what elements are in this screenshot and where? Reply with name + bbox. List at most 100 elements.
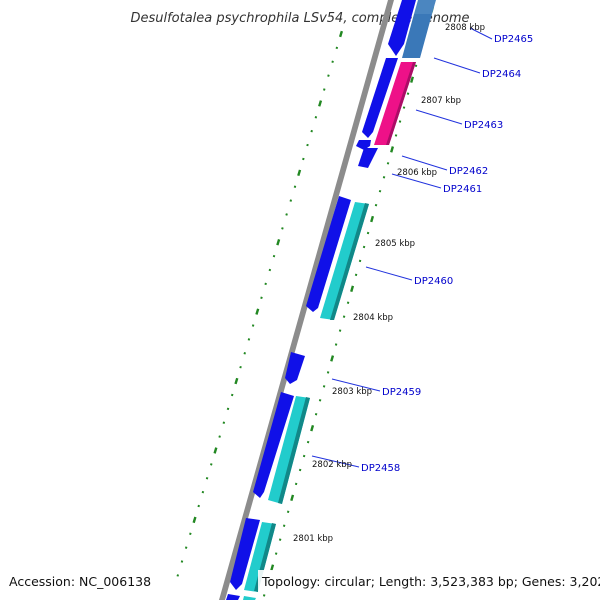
outer-minor-tick (197, 504, 200, 508)
inner-minor-tick (338, 329, 342, 332)
outer-major-tick (318, 100, 323, 107)
outer-major-tick (297, 169, 302, 177)
outer-major-tick (192, 516, 197, 524)
outer-minor-tick (243, 352, 246, 355)
gene-top-forward[interactable] (388, 0, 416, 56)
inner-minor-tick (378, 189, 382, 193)
genome-backbone (219, 0, 394, 600)
inner-minor-tick (386, 162, 390, 165)
inner-minor-tick (298, 468, 302, 472)
outer-minor-tick (180, 560, 184, 563)
outer-minor-tick (201, 490, 205, 494)
gene-DP2464-feature[interactable] (374, 62, 416, 145)
footer-background (258, 570, 594, 592)
inner-minor-tick (286, 510, 290, 514)
outer-minor-tick (218, 435, 221, 438)
gene-label-DP2462[interactable]: DP2462 (449, 166, 488, 177)
outer-minor-tick (268, 268, 272, 272)
gene-label-DP2460[interactable]: DP2460 (414, 276, 453, 287)
outer-minor-tick (306, 143, 309, 147)
gene-DP2463-feature[interactable] (362, 58, 398, 138)
inner-minor-tick (382, 176, 386, 179)
outer-minor-tick (293, 185, 297, 188)
outer-minor-tick (176, 574, 180, 577)
gene-label-DP2458[interactable]: DP2458 (361, 463, 400, 474)
leader-DP2458 (311, 455, 360, 468)
gene-DP2465-feature[interactable] (414, 0, 436, 14)
outer-minor-tick (281, 227, 284, 230)
position-label: 2803 kbp (332, 387, 372, 397)
outer-minor-tick (247, 338, 251, 341)
inner-minor-tick (362, 245, 366, 249)
position-label: 2804 kbp (353, 313, 393, 323)
inner-major-tick (290, 494, 295, 502)
leader-DP2461 (391, 173, 442, 189)
leader-DP2465 (469, 27, 493, 40)
gene-DP2462-feature[interactable] (356, 140, 371, 150)
inner-minor-tick (402, 106, 406, 109)
position-label: 2801 kbp (293, 534, 333, 544)
inner-minor-tick (342, 315, 346, 318)
gene-labels: DP2465 DP2464 DP2463 DP2462 DP2461 DP246… (361, 34, 533, 474)
inner-minor-tick (294, 482, 298, 486)
outer-tick-marks (176, 30, 344, 577)
gene-blue-2802[interactable] (253, 392, 294, 498)
gene-blue-2805[interactable] (306, 196, 351, 312)
position-label: 2807 kbp (421, 96, 461, 106)
outer-major-tick (213, 447, 218, 454)
outer-minor-tick (302, 157, 305, 161)
gene-label-DP2464[interactable]: DP2464 (482, 69, 521, 80)
outer-minor-tick (210, 463, 213, 466)
leader-DP2464 (433, 57, 481, 74)
gene-label-DP2463[interactable]: DP2463 (464, 120, 503, 131)
position-label: 2808 kbp (445, 23, 485, 33)
gene-features (226, 0, 436, 600)
outer-minor-tick (310, 129, 313, 133)
outer-minor-tick (239, 365, 242, 369)
inner-major-tick (350, 285, 355, 292)
gene-cyan-bottom[interactable] (243, 596, 256, 600)
inner-major-tick (370, 215, 375, 223)
outer-minor-tick (264, 282, 267, 286)
outer-minor-tick (226, 407, 230, 411)
inner-major-tick (310, 424, 315, 432)
gene-label-DP2459[interactable]: DP2459 (382, 387, 421, 398)
outer-major-tick (234, 377, 239, 385)
position-labels: 2808 kbp 2807 kbp 2806 kbp 2805 kbp 2804… (293, 23, 485, 544)
gene-blue-2800[interactable] (230, 518, 260, 590)
outer-minor-tick (285, 213, 288, 216)
inner-minor-tick (282, 524, 286, 527)
outer-minor-tick (335, 46, 339, 50)
inner-minor-tick (354, 273, 358, 277)
inner-minor-tick (322, 385, 326, 388)
gene-magenta-edge[interactable] (386, 62, 416, 145)
gene-blue-bottom[interactable] (226, 594, 240, 600)
inner-minor-tick (366, 231, 370, 235)
inner-minor-tick (302, 454, 306, 458)
outer-minor-tick (327, 74, 330, 77)
outer-minor-tick (272, 254, 276, 258)
outer-major-tick (255, 308, 260, 315)
outer-minor-tick (289, 199, 293, 202)
gene-label-DP2461[interactable]: DP2461 (443, 184, 482, 195)
accession-text: Accession: NC_006138 (9, 574, 151, 589)
inner-minor-tick (394, 134, 398, 137)
gene-DP2460-edge[interactable] (330, 203, 369, 320)
gene-label-DP2465[interactable]: DP2465 (494, 34, 533, 45)
outer-major-tick (276, 239, 281, 246)
inner-major-tick (410, 76, 415, 83)
inner-minor-tick (314, 412, 318, 416)
gene-steel-secondary[interactable] (402, 14, 432, 58)
inner-minor-tick (274, 552, 278, 555)
outer-minor-tick (251, 324, 255, 327)
summary-text: Topology: circular; Length: 3,523,383 bp… (261, 574, 600, 589)
position-label: 2802 kbp (312, 460, 352, 470)
inner-minor-tick (406, 92, 410, 95)
outer-minor-tick (189, 532, 192, 536)
gene-DP2458-edge[interactable] (278, 397, 310, 504)
inner-minor-tick (278, 538, 282, 541)
gene-DP2461-feature[interactable] (358, 148, 378, 168)
inner-minor-tick (318, 399, 322, 402)
gene-DP2459-feature[interactable] (285, 352, 305, 384)
